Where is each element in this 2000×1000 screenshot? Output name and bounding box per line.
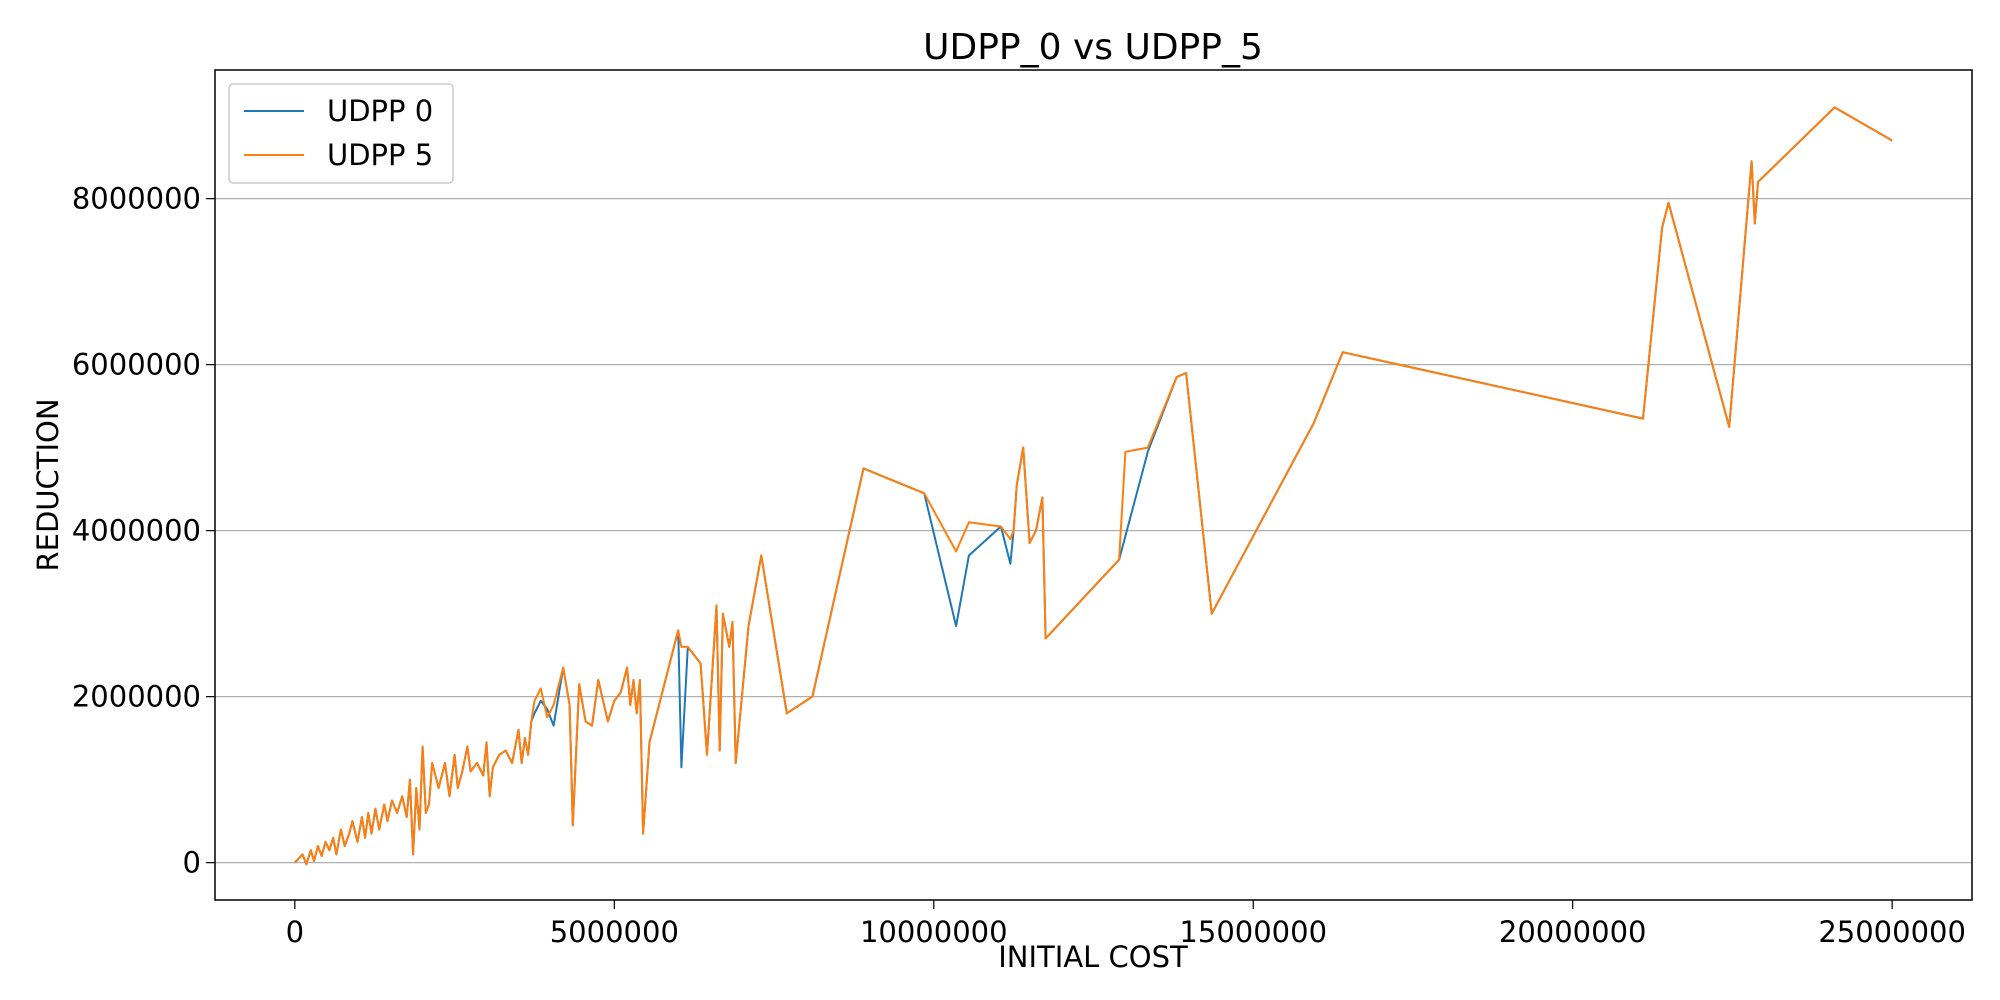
y-tick-label: 6000000 — [72, 348, 201, 382]
x-tick-label: 15000000 — [1179, 915, 1327, 949]
y-axis-label: REDUCTION — [31, 398, 65, 571]
y-axis: 0 2000000 4000000 6000000 8000000 — [72, 182, 215, 880]
x-tick-label: 5000000 — [550, 915, 679, 949]
chart-title: UDPP_0 vs UDPP_5 — [923, 27, 1263, 68]
y-tick-label: 4000000 — [72, 514, 201, 548]
x-tick-label: 25000000 — [1818, 915, 1966, 949]
legend-label-udpp-0: UDPP 0 — [327, 94, 433, 128]
y-tick-label: 2000000 — [72, 680, 201, 714]
y-tick-label: 0 — [183, 846, 201, 880]
x-tick-label: 20000000 — [1499, 915, 1647, 949]
legend-box — [228, 83, 454, 184]
series-group — [294, 106, 1893, 866]
x-axis-label: INITIAL COST — [998, 940, 1188, 974]
y-tick-label: 8000000 — [72, 182, 201, 216]
x-tick-label: 0 — [286, 915, 304, 949]
grid — [215, 198, 1972, 864]
x-tick-label: 10000000 — [860, 915, 1008, 949]
x-axis: 0 5000000 10000000 15000000 20000000 25000000 — [286, 900, 1966, 949]
plot-frame — [214, 69, 1973, 901]
legend-label-udpp-5: UDPP 5 — [327, 138, 433, 172]
series-line-udpp-5 — [294, 106, 1893, 866]
legend: UDPP 0 UDPP 5 — [228, 83, 454, 184]
